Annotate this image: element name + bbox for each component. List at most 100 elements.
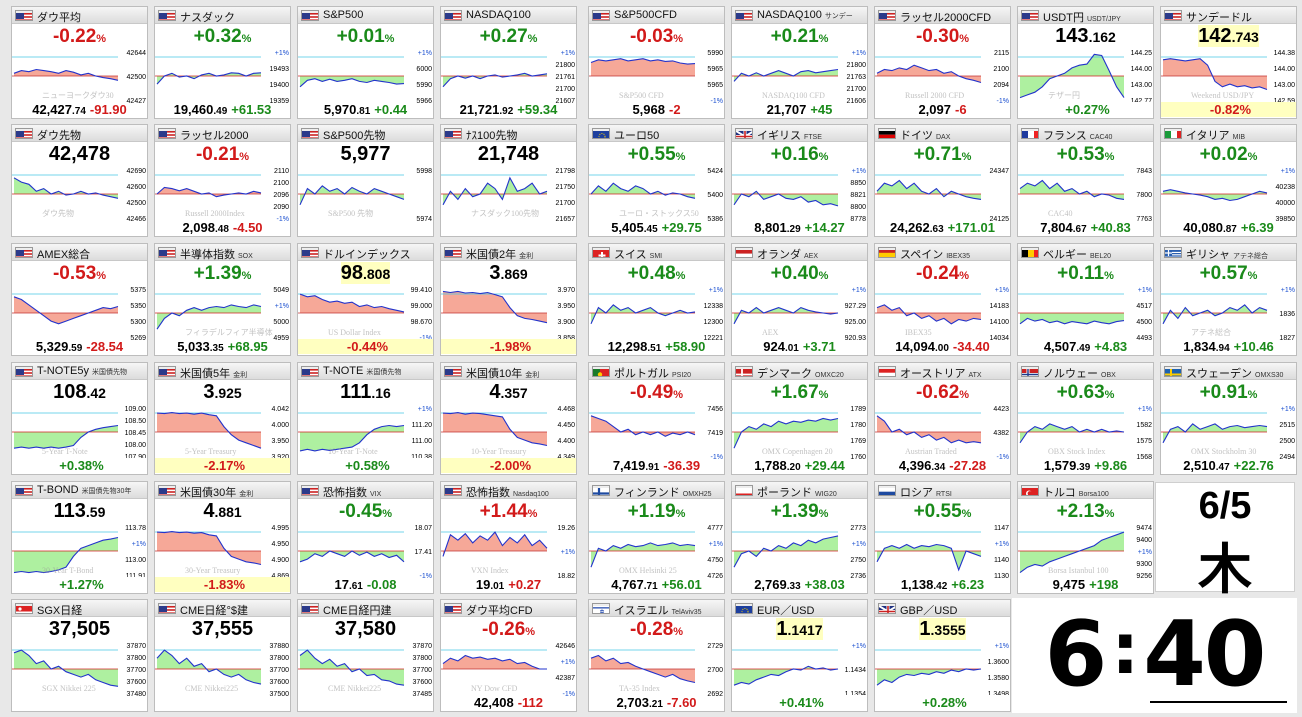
market-tile[interactable]: オランダ AEX +0.40% AEX +1% 927.29 925.00 920.93 924…	[731, 243, 868, 356]
market-tile[interactable]: イギリス FTSE +0.16% +1% 8850 8821 8800 8778 8,801.2…	[731, 124, 868, 237]
market-tile[interactable]: ダウ平均 -0.22% ニューヨークダウ30 42644 42500 42427 42,42…	[11, 6, 148, 119]
market-tile[interactable]: ダウ平均CFD -0.26% NY Dow CFD 42646 +1% 42387 -1% 4…	[440, 599, 577, 712]
level-int: 1	[776, 618, 788, 640]
market-tile[interactable]: 米国債5年 金利 3.925 5-Year Treasury 4.042 4.000 3.9…	[154, 362, 291, 475]
market-tile[interactable]: 米国債10年 金利 4.357 10-Year Treasury 4.468 4.450 4…	[440, 362, 577, 475]
footer-change: +10.46	[1233, 339, 1274, 354]
market-tile[interactable]: NASDAQ100 +0.27% +1% 21800 21761 21700 21607 21…	[440, 6, 577, 119]
market-tile[interactable]: フィンランド OMXH25 +1.19% OMX Helsinki 25 4777 +1%…	[588, 481, 725, 594]
market-tile[interactable]: スウェーデン OMXS30 +0.91% OMX Stockholm 30 +1% 251…	[1160, 362, 1297, 475]
tile-change: -0.28%	[589, 619, 724, 641]
market-tile[interactable]: T-BOND 米国債先物30年 113.59 30-Year T-Bond 113.78…	[11, 481, 148, 594]
market-tile[interactable]: イスラエル TelAviv35 -0.28% TA-35 Index 2729 2700 2…	[588, 599, 725, 712]
clock-separator: :	[1111, 608, 1139, 690]
market-tile[interactable]: S&P500CFD -0.03% S&P500 CFD 5990 5965 5965 -1%…	[588, 6, 725, 119]
market-tile[interactable]: 米国債30年 金利 4.881 30-Year Treasury 4.995 4.950 4…	[154, 481, 291, 594]
market-tile[interactable]: CME日経円建 37,580 CME Nikkei225 37870 37800 3770…	[297, 599, 434, 712]
market-tile[interactable]: ユーロ50 +0.55% ユーロ・ストックス50 5424 5400 5386 5,405.…	[588, 124, 725, 237]
market-tile[interactable]: ﾅｽ100先物 21,748 ナスダック100先物 21798 21750 21700 21…	[440, 124, 577, 237]
axis-label: +1%	[1281, 168, 1295, 175]
tile-chart: ナスダック100先物 21798 21750 21700 21657	[441, 168, 575, 223]
axis-label: 5974	[416, 216, 432, 223]
market-tile[interactable]: スペイン IBEX35 -0.24% IBEX35 +1% 14183 14100 14034…	[874, 243, 1011, 356]
market-tile[interactable]: ナスダック +0.32% +1% 19493 19400 19359 19,460.49 +6…	[154, 6, 291, 119]
market-tile[interactable]: ドイツ DAX +0.71% 24347 24125 24,262.63 +171.01	[874, 124, 1011, 237]
market-tile[interactable]: 恐怖指数 VIX -0.45% 18.07 17.41 -1% 17.61 -0.08	[297, 481, 434, 594]
level-int: 142	[1198, 25, 1232, 47]
chart-watermark: VXN Index	[471, 566, 509, 575]
market-tile[interactable]: SGX日経 37,505 SGX Nikkei 225 37870 37800 37700…	[11, 599, 148, 712]
market-tile[interactable]: NASDAQ100 サンデー +0.21% NASDAQ100 CFD +1% 21800…	[731, 6, 868, 119]
market-tile[interactable]: トルコ Borsa100 +2.13% Borsa Istanbul 100 9474 9…	[1017, 481, 1154, 594]
axis-label: 3.950	[271, 438, 289, 445]
axis-label: 37700	[127, 667, 147, 674]
market-tile[interactable]: CME日経°$建 37,555 CME Nikkei225 37880 37800 377…	[154, 599, 291, 712]
tile-footer: +0.28%	[875, 695, 1010, 710]
market-tile[interactable]: USDT円 USDT/JPY 143.162 テザー円 144.25 144.00 143.…	[1017, 6, 1154, 119]
percent-unit: %	[675, 508, 686, 520]
market-tile[interactable]: ロシア RTSI +0.55% 1147 +1% 1140 1130 1,138.42 +6.2…	[874, 481, 1011, 594]
market-tile[interactable]: ドルインデックス 98.808 US Dollar Index 99.410 99.00…	[297, 243, 434, 356]
tile-name: ポーランド	[757, 487, 812, 499]
tile-chart: Austrian Traded 4423 4382 -1%	[875, 406, 1009, 461]
axis-label: 5386	[707, 216, 723, 223]
market-tile[interactable]: ポルトガル PSI20 -0.49% 7456 7419 -1% 7,419.91 -36.3…	[588, 362, 725, 475]
market-tile[interactable]: ギリシャ アテネ総合 +0.57% アテネ総合 +1% 1836 1827 1,834.94 +…	[1160, 243, 1297, 356]
tile-change: +0.27%	[441, 26, 576, 48]
market-tile[interactable]: ラッセル2000 -0.21% Russell 2000Index 2110 2100 2…	[154, 124, 291, 237]
tile-header: ラッセル2000	[155, 125, 290, 142]
tile-header: 米国債5年 金利	[155, 363, 290, 380]
tile-name: ﾅｽ100先物	[466, 130, 518, 142]
chart-watermark: CME Nikkei225	[328, 684, 381, 693]
axis-label: -1%	[563, 691, 575, 698]
market-tile[interactable]: フランス CAC40 +0.53% CAC40 7843 7800 7763 7,804.67…	[1017, 124, 1154, 237]
footer-change: +9.86	[1094, 458, 1128, 473]
tile-change: +1.67%	[732, 382, 867, 404]
tile-subtitle: SOX	[238, 253, 253, 260]
chart-area	[14, 425, 118, 449]
market-tile[interactable]: サンデードル 142.743 Weekend USD/JPY 144.38 144.00…	[1160, 6, 1297, 119]
tile-footer	[12, 220, 147, 235]
percent-unit: %	[959, 270, 970, 282]
market-tile[interactable]: 恐怖指数 Nasdaq100 +1.44% VXN Index 19.26 +1% 18.8…	[440, 481, 577, 594]
tile-header: S&P500先物	[298, 125, 433, 142]
change-value: -0.53	[52, 263, 97, 284]
axis-label: 144.00	[1131, 66, 1153, 73]
market-tile[interactable]: T-NOTE 米国債先物 111.16 10-Year T-Note +1% 111.20…	[297, 362, 434, 475]
axis-label: 21761	[556, 74, 576, 81]
change-value: -0.21	[195, 144, 240, 165]
tile-change: -0.53%	[12, 263, 147, 285]
market-tile[interactable]: ノルウェー OBX +0.63% OBX Stock Index +1% 1582 1575…	[1017, 362, 1154, 475]
axis-label: 18.82	[557, 573, 575, 580]
axis-label: 108.50	[125, 418, 147, 425]
market-tile[interactable]: ラッセル2000CFD -0.30% Russell 2000 CFD 2115 210…	[874, 6, 1011, 119]
market-tile[interactable]: S&P500先物 5,977 S&P500 先物 5998 5974	[297, 124, 434, 237]
market-tile[interactable]: オーストリア ATX -0.62% Austrian Traded 4423 4382 -1…	[874, 362, 1011, 475]
market-tile[interactable]: T-NOTE5y 米国債先物 108.42 5-Year T-Note 109.00 10…	[11, 362, 148, 475]
weekday-label: 木	[1198, 540, 1252, 600]
axis-label: 42500	[127, 74, 147, 81]
market-tile[interactable]: デンマーク OMXC20 +1.67% OMX Copenhagen 20 1789 17…	[731, 362, 868, 475]
market-tile[interactable]: ダウ先物 42,478 ダウ先物 42690 42600 42500 42466	[11, 124, 148, 237]
market-tile[interactable]: S&P500 +0.01% +1% 6000 5990 5966 5,970.81 +0.44	[297, 6, 434, 119]
footer-value: 5,405	[611, 220, 644, 235]
us-flag-icon	[15, 247, 33, 258]
market-tile[interactable]: 半導体指数 SOX +1.39% フィラデルフィア半導体 5049 +1% 5000 4959…	[154, 243, 291, 356]
change-value: +1.44	[479, 501, 528, 522]
tile-header: 米国債10年 金利	[441, 363, 576, 380]
market-tile[interactable]: ベルギー BEL20 +0.11% +1% 4517 4500 4493 4,507.49 +4…	[1017, 243, 1154, 356]
market-tile[interactable]: ポーランド WIG20 +1.39% 2773 +1% 2750 2736 2,769.33 +…	[731, 481, 868, 594]
axis-label: +1%	[418, 406, 432, 413]
footer-change: -91.90	[89, 102, 127, 117]
change-value: +0.21	[770, 26, 819, 47]
market-tile[interactable]: イタリア MIB +0.02% +1% 40238 40000 39850 40,080.87…	[1160, 124, 1297, 237]
percent-unit: %	[1104, 389, 1115, 401]
chart-area	[591, 304, 695, 324]
tile-title: ポルトガル PSI20	[614, 365, 691, 379]
chart-area	[14, 650, 118, 687]
market-tile[interactable]: AMEX総合 -0.53% 5375 5350 5300 5269 5,329.59 -28.…	[11, 243, 148, 356]
market-tile[interactable]: スイス SMI +0.48% +1% 12338 12300 12221 12,298.51 +…	[588, 243, 725, 356]
